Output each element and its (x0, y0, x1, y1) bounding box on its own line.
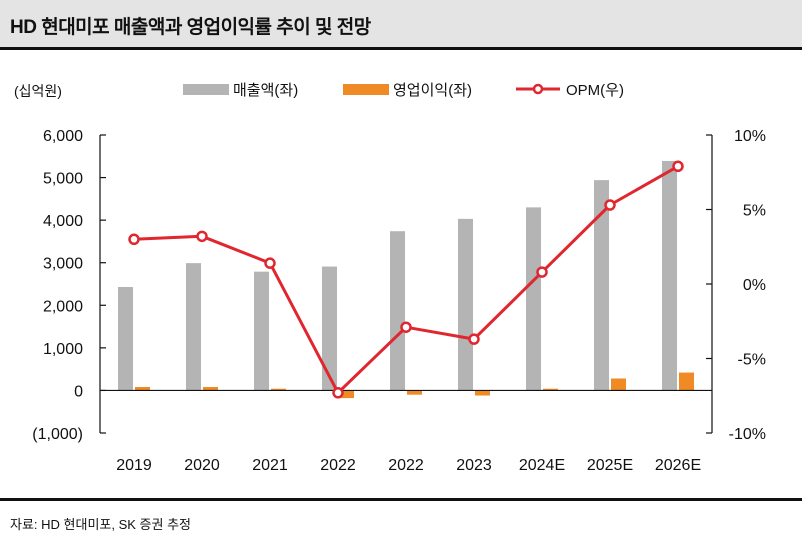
left-axis-tick-label: 3,000 (43, 256, 83, 273)
revenue-bar (526, 207, 541, 391)
operating-profit-bar (475, 390, 490, 396)
left-axis-tick-label: 5,000 (43, 171, 83, 188)
source-note: 자료: HD 현대미포, SK 증권 추정 (10, 517, 192, 532)
legend-opm-swatch-marker (532, 83, 544, 95)
left-axis-tick-label: 1,000 (43, 341, 83, 358)
right-axis-tick-label: 10% (734, 128, 766, 145)
right-axis-tick-label: -10% (729, 426, 766, 443)
x-axis-category-label: 2021 (252, 457, 288, 474)
right-axis-tick-label: -5% (738, 352, 766, 369)
revenue-bar (662, 160, 677, 391)
opm-point (468, 333, 480, 345)
legend-opm-label: OPM(우) (566, 82, 624, 99)
operating-profit-bar (543, 388, 558, 391)
chart: (십억원) 매출액(좌) 영업이익(좌) OPM(우) (1,000) 0 1,000 2,0… (14, 82, 766, 474)
revenue-bar (118, 286, 133, 391)
left-axis-tick-label: 2,000 (43, 298, 83, 315)
x-axis-category-label: 2026E (655, 457, 701, 474)
left-axis-tick-label: 0 (74, 383, 83, 400)
opm-point (196, 230, 208, 243)
footer-divider (0, 498, 802, 501)
left-axis-tick-label: 6,000 (43, 128, 83, 145)
legend-operating-profit-swatch (343, 84, 389, 95)
legend-revenue-swatch (183, 84, 229, 95)
x-axis-category-label: 2025E (587, 457, 633, 474)
operating-profit-bar (135, 387, 150, 391)
operating-profit-bar (203, 387, 218, 391)
revenue-bar (186, 263, 201, 391)
opm-point (332, 387, 344, 399)
operating-profit-bar (271, 388, 286, 391)
opm-point (536, 266, 548, 278)
opm-point (128, 233, 140, 246)
operating-profit-bar (679, 372, 694, 391)
legend-operating-profit-label: 영업이익(좌) (393, 82, 472, 99)
revenue-bar (254, 271, 269, 391)
left-axis-tick-label: 4,000 (43, 213, 83, 230)
opm-point (604, 199, 616, 211)
left-axis-tick-label: (1,000) (32, 426, 83, 443)
operating-profit-bar (611, 378, 626, 391)
opm-point (672, 160, 684, 173)
revenue-bar (594, 180, 609, 391)
x-axis-category-label: 2022 (320, 457, 356, 474)
title-bar: HD 현대미포 매출액과 영업이익률 추이 및 전망 (0, 0, 802, 50)
legend-revenue-label: 매출액(좌) (233, 82, 298, 99)
revenue-bar (322, 266, 337, 391)
right-axis-tick-label: 0% (743, 277, 766, 294)
opm-point (400, 321, 412, 333)
operating-profit-bar (339, 390, 354, 399)
operating-profit-bar (407, 390, 422, 395)
x-axis-category-label: 2020 (184, 457, 220, 474)
x-axis-category-label: 2019 (116, 457, 152, 474)
revenue-bar (390, 231, 405, 391)
revenue-bar (458, 218, 473, 391)
opm-point (264, 257, 276, 269)
right-axis-tick-label: 5% (743, 203, 766, 220)
unit-label: (십억원) (14, 83, 62, 99)
page-title: HD 현대미포 매출액과 영업이익률 추이 및 전망 (10, 17, 371, 38)
x-axis-category-label: 2024E (519, 457, 565, 474)
x-axis-category-label: 2022 (388, 457, 424, 474)
x-axis-category-label: 2023 (456, 457, 492, 474)
